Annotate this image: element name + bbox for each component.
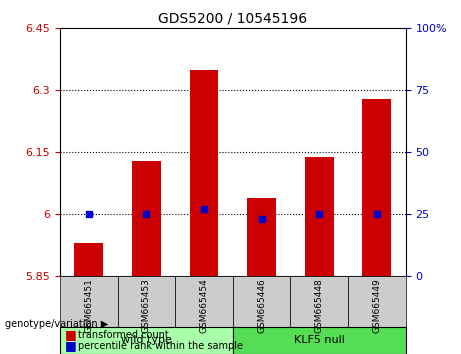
FancyBboxPatch shape	[175, 276, 233, 327]
Bar	[74, 243, 103, 276]
Bar	[305, 156, 334, 276]
Text: GSM665453: GSM665453	[142, 278, 151, 333]
Text: ■: ■	[65, 339, 76, 352]
Text: GSM665449: GSM665449	[372, 278, 381, 333]
Text: percentile rank within the sample: percentile rank within the sample	[78, 341, 243, 351]
Bar	[247, 198, 276, 276]
FancyBboxPatch shape	[60, 276, 118, 327]
Text: genotype/variation ▶: genotype/variation ▶	[5, 319, 108, 329]
Text: GSM665454: GSM665454	[200, 278, 208, 333]
Text: GSM665451: GSM665451	[84, 278, 93, 333]
Text: KLF5 null: KLF5 null	[294, 336, 345, 346]
FancyBboxPatch shape	[348, 276, 406, 327]
Bar	[362, 99, 391, 276]
Text: GSM665446: GSM665446	[257, 278, 266, 333]
FancyBboxPatch shape	[233, 276, 290, 327]
Text: GSM665448: GSM665448	[315, 278, 324, 333]
Bar	[132, 161, 161, 276]
FancyBboxPatch shape	[233, 327, 406, 354]
Text: transformed count: transformed count	[78, 330, 169, 340]
Title: GDS5200 / 10545196: GDS5200 / 10545196	[158, 12, 307, 26]
Bar	[189, 70, 219, 276]
Text: wild type: wild type	[121, 336, 172, 346]
FancyBboxPatch shape	[118, 276, 175, 327]
FancyBboxPatch shape	[290, 276, 348, 327]
Text: ■: ■	[65, 328, 76, 341]
FancyBboxPatch shape	[60, 327, 233, 354]
